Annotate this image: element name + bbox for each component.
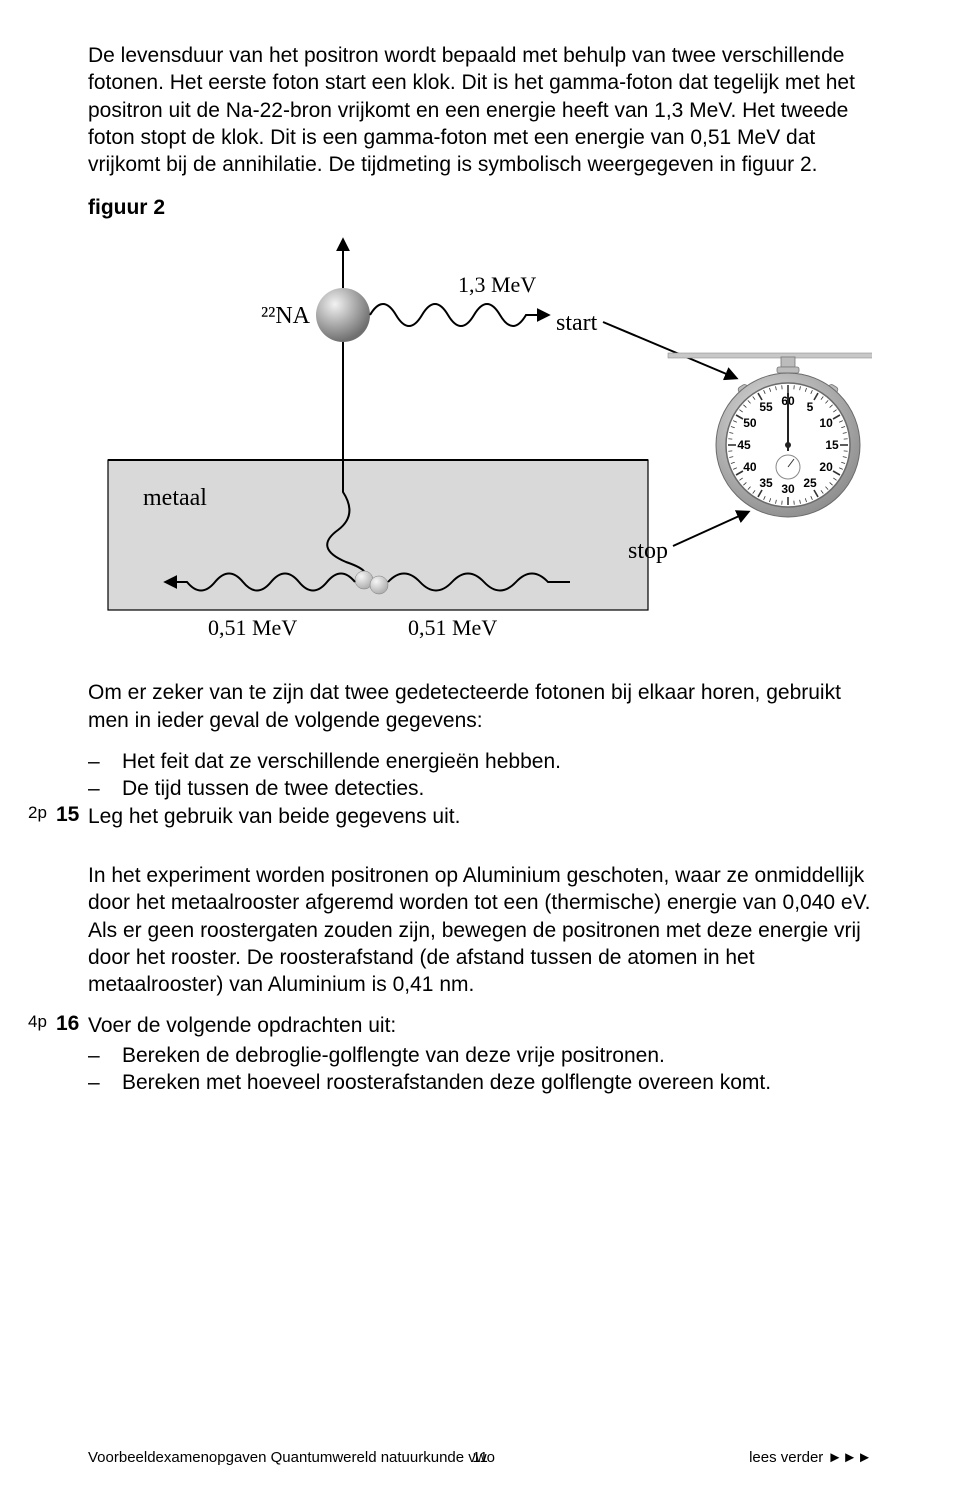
q16-text: Voer de volgende opdrachten uit: xyxy=(88,1012,771,1039)
q15-points: 2p xyxy=(28,803,47,823)
svg-text:20: 20 xyxy=(819,460,833,474)
svg-text:25: 25 xyxy=(803,477,817,491)
svg-text:50: 50 xyxy=(743,416,757,430)
figure-caption: figuur 2 xyxy=(88,196,872,220)
svg-text:15: 15 xyxy=(825,438,839,452)
para-aluminium: In het experiment worden positronen op A… xyxy=(88,862,872,998)
svg-text:40: 40 xyxy=(743,460,757,474)
q15-text: Leg het gebruik van beide gegevens uit. xyxy=(88,803,460,830)
svg-text:10: 10 xyxy=(819,416,833,430)
energy-1-3: 1,3 MeV xyxy=(458,272,536,297)
energy-right: 0,51 MeV xyxy=(408,615,497,640)
bullet-list-2: Bereken de debroglie-golflengte van deze… xyxy=(88,1042,771,1097)
start-label: start xyxy=(556,310,598,336)
intro-paragraph: De levensduur van het positron wordt bep… xyxy=(88,42,872,178)
svg-text:5: 5 xyxy=(807,400,814,414)
para-detector: Om er zeker van te zijn dat twee gedetec… xyxy=(88,679,872,734)
stop-label: stop xyxy=(628,538,668,564)
svg-text:45: 45 xyxy=(737,438,751,452)
bullet-2: De tijd tussen de twee detecties. xyxy=(88,775,872,802)
bullet-4: Bereken met hoeveel roosterafstanden dez… xyxy=(88,1069,771,1096)
bullet-3: Bereken de debroglie-golflengte van deze… xyxy=(88,1042,771,1069)
energy-left: 0,51 MeV xyxy=(208,615,297,640)
footer-page: 11 xyxy=(472,1449,488,1466)
footer-right: lees verder ►►► xyxy=(749,1449,872,1466)
q16-points: 4p xyxy=(28,1012,47,1032)
svg-text:30: 30 xyxy=(781,482,795,496)
q15-number: 15 xyxy=(56,803,79,827)
bullet-1: Het feit dat ze verschillende energieën … xyxy=(88,748,872,775)
footer-left: Voorbeeldexamenopgaven Quantumwereld nat… xyxy=(88,1449,495,1466)
stopwatch-icon: 60510152025303540455055 xyxy=(668,353,872,517)
svg-text:35: 35 xyxy=(759,477,773,491)
metal-label: metaal xyxy=(143,485,207,511)
figure-2: metaal ²²NA 1,3 MeV start 0,51 MeV 0,51 … xyxy=(88,230,872,655)
source-label: ²²NA xyxy=(261,303,311,329)
bullet-list-1: Het feit dat ze verschillende energieën … xyxy=(88,748,872,803)
q16-number: 16 xyxy=(56,1012,79,1036)
svg-text:55: 55 xyxy=(759,400,773,414)
